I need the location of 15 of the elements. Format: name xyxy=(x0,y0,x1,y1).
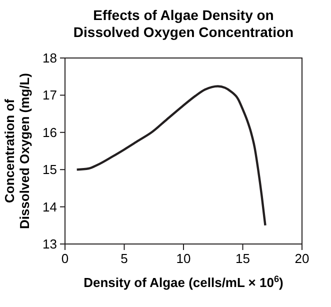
x-tick-label: 0 xyxy=(61,251,69,266)
y-tick-label: 17 xyxy=(42,88,57,103)
x-tick-label: 5 xyxy=(120,251,128,266)
y-tick-label: 14 xyxy=(42,199,57,214)
y-tick-label: 18 xyxy=(42,50,57,66)
chart-title: Effects of Algae Density on Dissolved Oxygen Concentration xyxy=(73,7,294,40)
y-tick-label: 13 xyxy=(42,236,57,252)
x-axis-title: Density of Algae (cells/mL × 10$^{6}$) xyxy=(84,274,284,290)
line-series xyxy=(76,85,266,226)
x-tick-label: 10 xyxy=(176,251,191,266)
x-tick-label: 15 xyxy=(236,251,250,266)
x-tick-label: 20 xyxy=(294,251,310,266)
y-tick-label: 16 xyxy=(42,124,57,140)
y-axis-title: Concentration of Dissolved Oxygen (mg/L) xyxy=(2,72,32,230)
y-tick-label: 15 xyxy=(42,162,57,178)
